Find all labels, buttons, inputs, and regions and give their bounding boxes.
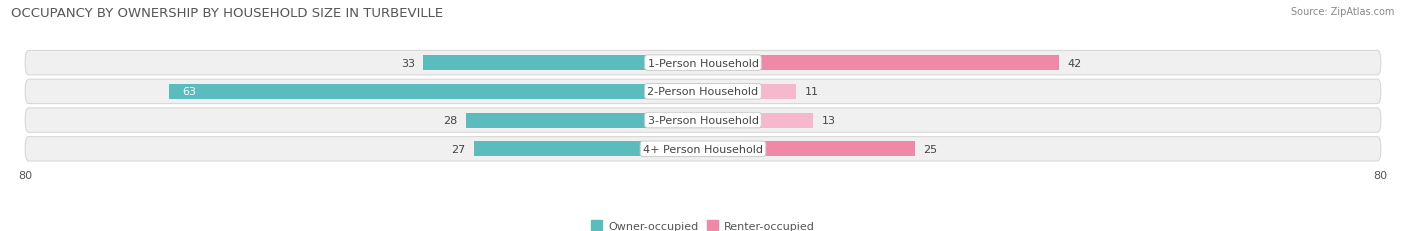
FancyBboxPatch shape: [25, 137, 1381, 161]
Bar: [703, 56, 1059, 71]
Text: 13: 13: [821, 116, 835, 125]
FancyBboxPatch shape: [25, 51, 1381, 76]
Bar: [703, 113, 813, 128]
Text: 11: 11: [804, 87, 818, 97]
Bar: [423, 56, 703, 71]
Text: 25: 25: [924, 144, 938, 154]
FancyBboxPatch shape: [25, 108, 1381, 133]
Text: 33: 33: [401, 58, 415, 68]
Bar: [703, 85, 796, 99]
Legend: Owner-occupied, Renter-occupied: Owner-occupied, Renter-occupied: [586, 216, 820, 231]
Text: 63: 63: [181, 87, 195, 97]
Bar: [703, 142, 915, 157]
Bar: [169, 85, 703, 99]
Text: 3-Person Household: 3-Person Household: [648, 116, 758, 125]
FancyBboxPatch shape: [25, 80, 1381, 104]
Bar: [474, 142, 703, 157]
Bar: [465, 113, 703, 128]
Text: 42: 42: [1067, 58, 1081, 68]
Text: Source: ZipAtlas.com: Source: ZipAtlas.com: [1291, 7, 1395, 17]
Text: 2-Person Household: 2-Person Household: [647, 87, 759, 97]
Text: OCCUPANCY BY OWNERSHIP BY HOUSEHOLD SIZE IN TURBEVILLE: OCCUPANCY BY OWNERSHIP BY HOUSEHOLD SIZE…: [11, 7, 443, 20]
Text: 1-Person Household: 1-Person Household: [648, 58, 758, 68]
Text: 28: 28: [443, 116, 457, 125]
Text: 27: 27: [451, 144, 465, 154]
Text: 4+ Person Household: 4+ Person Household: [643, 144, 763, 154]
